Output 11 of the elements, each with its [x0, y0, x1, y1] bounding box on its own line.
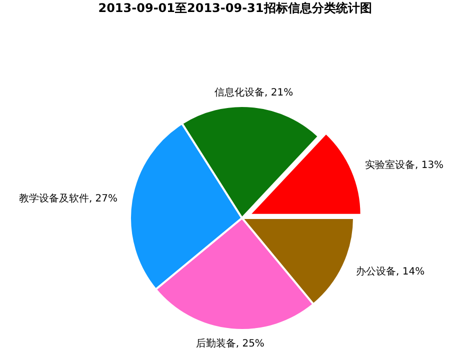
slice-label: 后勤装备 — [196, 337, 236, 350]
data-label: , 27% — [88, 193, 118, 204]
data-label: , 13% — [414, 160, 444, 171]
data-label: , 21% — [264, 87, 294, 98]
chart-title: 2013-09-01至2013-09-31招标信息分类统计图 — [98, 1, 372, 15]
slice-label: 信息化设备 — [214, 86, 265, 98]
slice-label: 办公设备 — [356, 265, 396, 278]
data-label: , 25% — [236, 338, 264, 350]
slice-label: 实验室设备 — [364, 158, 415, 171]
data-label: , 14% — [396, 266, 425, 278]
slice-label: 教学设备及软件 — [18, 192, 89, 204]
